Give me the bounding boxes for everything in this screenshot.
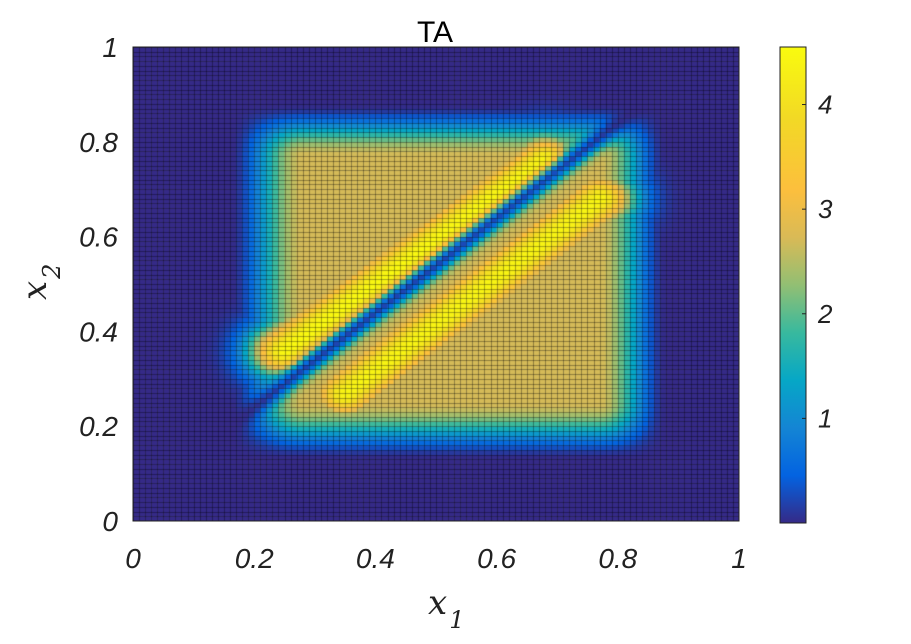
- x-axis-label: x1: [428, 583, 464, 634]
- y-tick-label: 0.2: [79, 411, 118, 442]
- colorbar-tick-label: 3: [818, 194, 833, 224]
- chart-title: TA: [417, 16, 453, 49]
- x-tick-label: 0.8: [598, 543, 637, 574]
- x-axis-ticks: 0 0.2 0.4 0.6 0.8 1: [125, 543, 747, 574]
- x-tick-label: 0: [125, 543, 141, 574]
- y-tick-label: 0: [102, 506, 118, 537]
- y-tick-label: 1: [102, 32, 118, 63]
- colorbar: 1 2 3 4: [779, 46, 833, 524]
- colorbar-ticks: 1 2 3 4: [802, 90, 833, 433]
- y-axis-label: x2: [15, 264, 66, 300]
- x-axis-label-subscript: 1: [449, 606, 464, 634]
- plot-frame: [132, 46, 740, 522]
- x-tick-label: 0.6: [477, 543, 516, 574]
- y-axis-label-subscript: 2: [38, 264, 66, 280]
- x-tick-label: 0.4: [356, 543, 395, 574]
- y-tick-label: 0.4: [79, 316, 118, 347]
- heatmap-image: [133, 47, 739, 521]
- x-axis-label-main: x: [428, 583, 447, 623]
- y-tick-label: 0.6: [79, 222, 118, 253]
- y-tick-label: 0.8: [79, 127, 118, 158]
- y-axis-label-main: x: [15, 281, 55, 300]
- colorbar-tick-label: 2: [817, 299, 833, 329]
- y-axis-ticks: 0 0.2 0.4 0.6 0.8 1: [79, 32, 118, 537]
- colorbar-scale: [779, 46, 807, 524]
- x-tick-label: 0.2: [235, 543, 274, 574]
- x-tick-label: 1: [731, 543, 747, 574]
- colorbar-tick-label: 1: [818, 403, 832, 433]
- plot-area: [132, 46, 740, 522]
- colorbar-tick-label: 4: [818, 90, 832, 120]
